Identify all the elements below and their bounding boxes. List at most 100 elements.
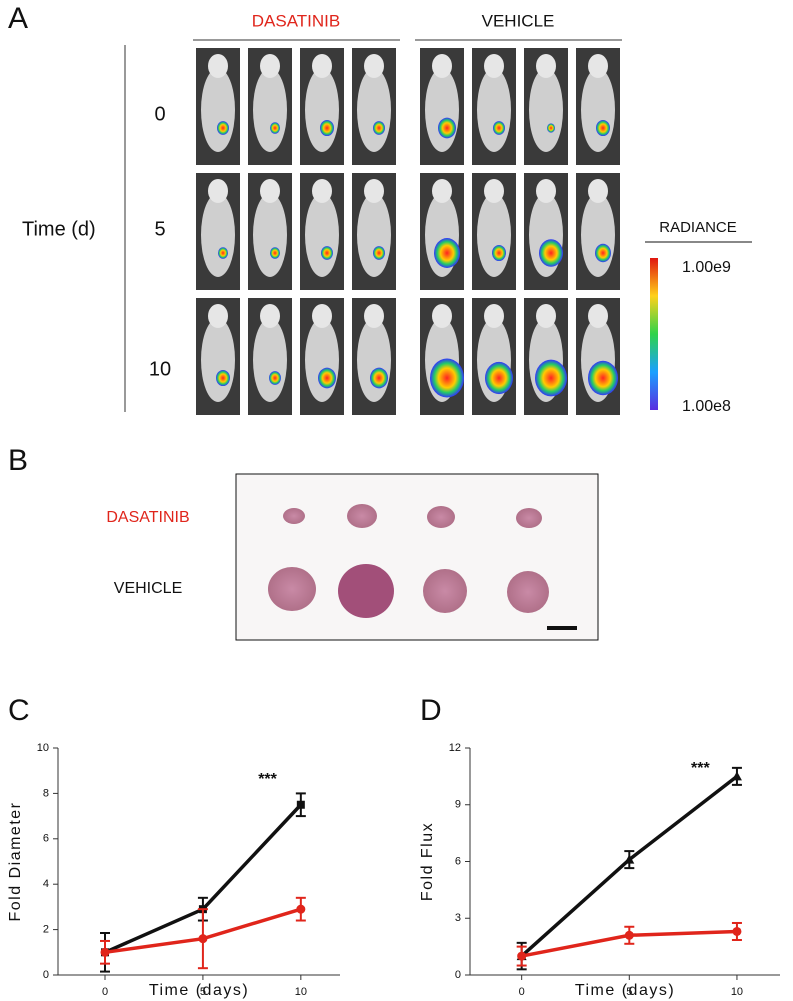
y-tick-label: 0 [455,969,461,981]
y-tick-label: 8 [43,787,49,799]
y-tick-label: 0 [43,969,49,981]
tumor [283,508,305,524]
y-tick-label: 2 [43,924,49,936]
colorbar-title: RADIANCE [659,219,737,236]
mouse-head [484,54,504,78]
mouse-head [260,179,280,203]
mouse-body [253,68,287,152]
mouse-body [425,68,459,152]
mouse-body [201,318,235,402]
point [198,934,208,944]
y-tick-label: 9 [455,799,461,811]
time-value: 5 [154,218,165,240]
signal [320,119,334,137]
x-tick-label: 10 [295,986,307,998]
signal [492,244,506,262]
mouse-body [253,193,287,277]
group-label: DASATINIB [252,11,340,30]
mouse-head [364,179,384,203]
signal [370,367,388,389]
mouse-head [536,304,556,328]
point [624,854,635,864]
tumor [507,571,549,613]
signal [430,358,464,398]
x-tick-label: 5 [200,986,206,998]
y-axis-label: Fold Diameter [7,802,24,922]
signal [595,243,611,263]
photo-frame [235,473,599,641]
x-tick-label: 0 [102,986,108,998]
signal [535,359,567,397]
mouse-body [357,318,391,402]
tumor [338,564,394,618]
mouse-head [432,304,452,328]
mouse-head [432,54,452,78]
signal [434,238,460,268]
mouse-head [208,54,228,78]
mouse-head [588,179,608,203]
x-axis-label: Time (days) [575,982,675,999]
mouse-body [357,193,391,277]
mouse-head [312,304,332,328]
mouse-body [305,68,339,152]
panel-b: B DASATINIB VEHICLE [8,444,599,641]
mouse-head [364,304,384,328]
x-tick-label: 0 [519,986,525,998]
mouse-images [196,48,620,415]
time-value: 10 [149,358,171,380]
signal [270,247,280,259]
mouse-head [536,54,556,78]
panel-a: A DASATINIB VEHICLE Time (d) 0 5 10 RADI… [8,2,752,415]
y-tick-label: 6 [455,855,461,867]
x-axis-label: Time (days) [149,982,249,999]
signal [539,239,563,267]
signal [485,361,513,395]
mouse-head [588,304,608,328]
mouse-head [484,304,504,328]
signal [493,121,505,135]
mouse-body [253,318,287,402]
mouse-head [208,179,228,203]
y-tick-label: 4 [43,878,49,890]
y-axis-label: Fold Flux [419,822,436,901]
point [100,947,110,957]
signal [373,121,385,135]
y-tick-label: 3 [455,912,461,924]
signal [218,247,228,259]
time-label: Time (d) [22,218,96,240]
signal [270,122,280,134]
tumor [268,567,316,611]
colorbar-max: 1.00e9 [682,259,731,276]
tumor [516,508,542,528]
row-label: VEHICLE [114,580,182,597]
mouse-body [201,193,235,277]
colorbar [650,258,658,410]
group-label: VEHICLE [482,11,555,30]
y-tick-label: 12 [449,742,461,754]
time-value: 0 [154,103,165,125]
y-tick-label: 6 [43,833,49,845]
x-tick-label: 10 [731,986,743,998]
charts: 0 2 4 6 8 10 0 5 10 Time (days) Fold Diameter *** 0 3… [7,742,780,999]
signal [321,246,333,260]
point [296,800,305,809]
mouse-head [536,179,556,203]
annotation: *** [691,760,710,777]
mouse-head [588,54,608,78]
tumor [347,504,377,528]
tumor [423,569,467,613]
signal [438,117,456,139]
mouse-head [364,54,384,78]
x-tick-label: 5 [626,986,632,998]
mouse-head [312,179,332,203]
mouse-body [477,68,511,152]
panel-label: B [8,444,28,477]
signal [373,246,385,260]
mouse-body [305,318,339,402]
colorbar-min: 1.00e8 [682,398,731,415]
panel-label: A [8,2,28,35]
scale-bar [547,626,577,630]
mouse-head [484,179,504,203]
signal [596,119,610,137]
mouse-body [581,68,615,152]
